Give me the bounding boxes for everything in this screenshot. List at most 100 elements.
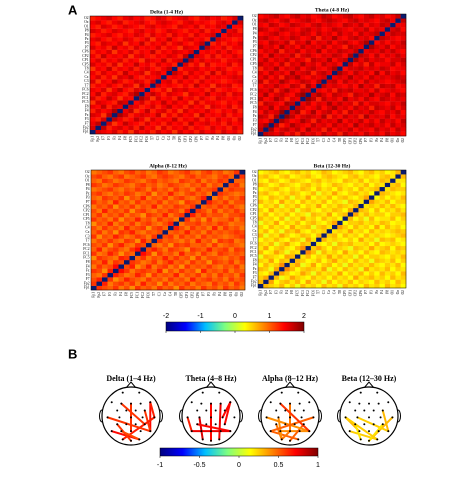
y-tick-label: Fp1 [251, 284, 257, 288]
heatmap-cell [188, 129, 195, 135]
heatmap-cell [332, 48, 338, 54]
heatmap-cell [193, 104, 200, 109]
heatmap-cell [129, 277, 136, 282]
heatmap-cell [135, 264, 141, 269]
heatmap-cell [161, 104, 167, 109]
heatmap-cell [369, 31, 375, 36]
heatmap-cell [384, 79, 391, 84]
heatmap-cell [263, 212, 269, 217]
heatmap-cell [157, 191, 163, 196]
heatmap-cell [129, 238, 136, 244]
heatmap-cell [374, 229, 380, 234]
heatmap-cell [284, 27, 290, 32]
heatmap-cell [215, 79, 222, 84]
heatmap-cell [135, 221, 141, 226]
heatmap-cell [353, 57, 359, 63]
heatmap-cell [358, 88, 364, 93]
heatmap-cell [144, 41, 151, 46]
heatmap-cell [217, 212, 224, 218]
heatmap-cell [177, 28, 184, 34]
heatmap-cell [390, 216, 396, 221]
heatmap-cell [140, 242, 147, 248]
x-tick-label: F7 [269, 290, 273, 294]
heatmap-cell [316, 61, 322, 67]
electrode-dot [302, 409, 305, 412]
heatmap-cell [146, 217, 152, 222]
heatmap-cell [177, 108, 184, 114]
heatmap-cell [124, 225, 130, 231]
electrode-dot [196, 409, 199, 412]
heatmap-cell [118, 212, 125, 218]
heatmap-cell [113, 195, 119, 201]
heatmap-cell [258, 105, 264, 111]
heatmap-cell [177, 53, 184, 59]
heatmap-cell [139, 79, 145, 84]
heatmap-cell [161, 87, 167, 93]
heatmap-cell [400, 44, 407, 50]
heatmap-cell [96, 182, 103, 188]
heatmap-cell [384, 66, 391, 71]
heatmap-cell [268, 92, 275, 97]
heatmap-cell [107, 281, 114, 286]
electrode-dot [141, 416, 144, 419]
y-tick-label: Pz [85, 37, 89, 41]
heatmap-cell [239, 195, 246, 201]
heatmap-cell [337, 224, 343, 230]
heatmap-cell [268, 22, 275, 28]
heatmap-cell [358, 207, 364, 213]
heatmap-cell [284, 212, 290, 217]
heatmap-cell [204, 37, 211, 42]
heatmap-cell [162, 277, 169, 282]
heatmap-cell [122, 87, 129, 93]
x-tick-label: CP2 [191, 292, 195, 298]
heatmap-cell [107, 187, 114, 192]
y-tick-label: C4 [85, 226, 89, 230]
heatmap-cell [212, 285, 218, 291]
heatmap-cell [258, 258, 264, 263]
heatmap-cell [363, 35, 370, 41]
heatmap-cell [305, 216, 312, 221]
heatmap-cell [326, 266, 333, 272]
heatmap-cell [363, 207, 370, 213]
heatmap-cell [199, 96, 205, 101]
heatmap-cell [342, 44, 349, 50]
heatmap-cell [395, 254, 401, 259]
heatmap-cell [347, 250, 354, 255]
heatmap-cell [268, 283, 275, 289]
heatmap-cell [300, 283, 306, 289]
heatmap-cell [295, 216, 301, 221]
heatmap-cell [106, 83, 113, 88]
heatmap-cell [279, 245, 285, 251]
heatmap-cell [273, 96, 280, 102]
heatmap-cell [337, 237, 343, 242]
heatmap-cell [182, 125, 189, 130]
heatmap-cell [363, 182, 370, 188]
heatmap-cell [226, 20, 233, 25]
heatmap-cell [155, 96, 162, 101]
heatmap-cell [151, 272, 158, 278]
heatmap-cell [212, 281, 218, 286]
heatmap-cell [379, 61, 386, 67]
heatmap-cell [122, 100, 129, 105]
heatmap-cell [90, 91, 96, 97]
heatmap-cell [300, 109, 306, 115]
electrode-dot [298, 430, 301, 433]
heatmap-cell [182, 66, 189, 71]
x-tick-label: FC6 [147, 292, 151, 298]
heatmap-cell [151, 281, 158, 286]
heatmap-cell [122, 66, 129, 71]
y-tick-label: P8 [86, 183, 90, 187]
heatmap-cell [151, 191, 158, 196]
heatmap-cell [273, 191, 280, 196]
heatmap-cell [239, 230, 246, 235]
electrode-dot [116, 409, 119, 412]
heatmap-cell [295, 53, 301, 58]
heatmap-cell [358, 224, 364, 230]
y-tick-label: O2 [84, 16, 89, 20]
x-tick-label: F3 [107, 136, 111, 140]
heatmap-cell [237, 66, 244, 71]
heatmap-cell [326, 44, 333, 50]
heatmap-cell [379, 283, 386, 289]
x-tick-label: F7 [269, 138, 273, 142]
heatmap-cell [118, 204, 125, 209]
